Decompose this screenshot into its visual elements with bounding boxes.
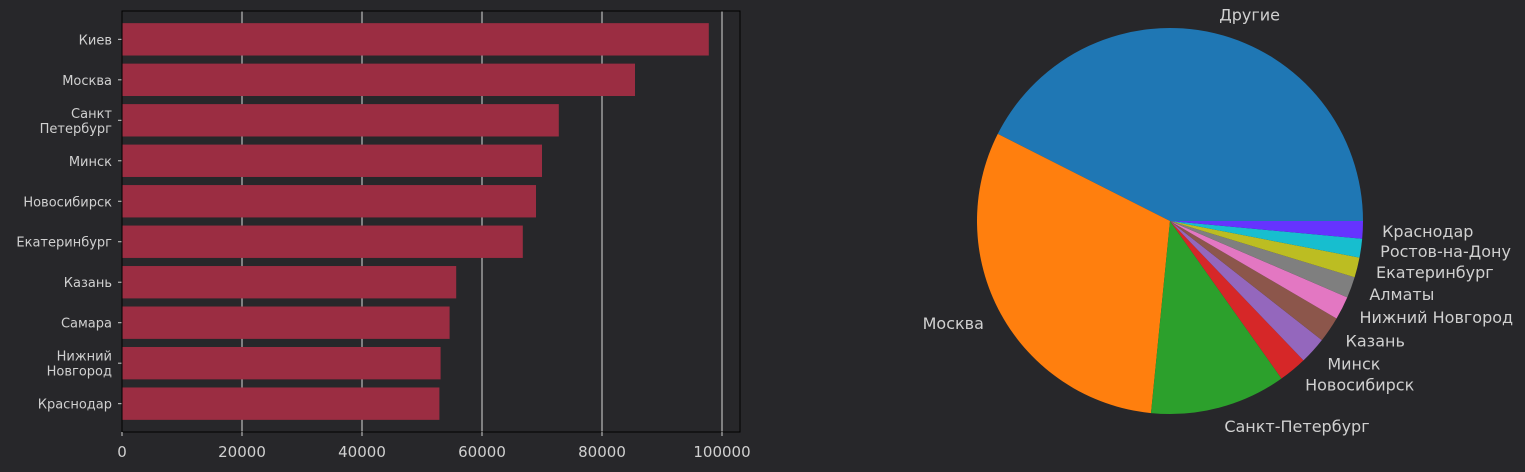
pie-label: Ростов-на-Дону: [1380, 242, 1511, 261]
x-tick-label: 100000: [693, 443, 750, 461]
y-tick-label: Краснодар: [38, 398, 112, 413]
y-tick-label: Казань: [64, 276, 112, 291]
pie-label: Минск: [1327, 355, 1380, 374]
x-tick-label: 40000: [338, 443, 386, 461]
pie-label: Краснодар: [1382, 222, 1473, 241]
bar: [122, 306, 450, 339]
pie-slice: [1170, 221, 1363, 258]
pie-slice: [1170, 221, 1348, 319]
x-tick-label: 80000: [578, 443, 626, 461]
pie-slice: [1170, 221, 1355, 298]
y-tick-label: Нижний Новгород: [47, 350, 112, 380]
y-tick-label: Москва: [62, 74, 112, 89]
pie-label: Москва: [923, 314, 984, 333]
pie-slice: [997, 28, 1363, 222]
pie-label: Другие: [1219, 5, 1280, 24]
x-tick-label: 20000: [218, 443, 266, 461]
pie-label: Екатеринбург: [1376, 263, 1494, 282]
pie-slice: [1170, 221, 1304, 379]
y-tick-label: Минск: [69, 155, 112, 170]
pie-slice: [1170, 221, 1337, 341]
pie-label: Алматы: [1369, 285, 1434, 304]
bar: [122, 387, 440, 420]
pie-chart: Другие Москва Санкт-Петербург Новосибирск Ми…: [923, 5, 1513, 436]
bar: [122, 63, 635, 97]
y-tick-label: Киев: [79, 33, 112, 48]
pie-label: Новосибирск: [1305, 376, 1414, 395]
y-tick-label: Самара: [61, 317, 112, 332]
x-tick-label: 60000: [458, 443, 506, 461]
bar: [122, 225, 523, 258]
plot-frame: [121, 10, 741, 433]
bar-chart: Киев Москва Санкт Петербург Минск Новосибирск…: [16, 10, 751, 461]
x-tick-label: 0: [117, 443, 127, 461]
bar: [122, 104, 559, 137]
pie-slice: [977, 133, 1170, 414]
y-tick-label: Санкт Петербург: [40, 107, 113, 137]
pie-label: Санкт-Петербург: [1224, 417, 1369, 436]
bar: [122, 185, 536, 218]
bar: [122, 346, 441, 380]
pie-label: Казань: [1346, 331, 1405, 350]
bar: [122, 144, 542, 177]
pie-label: Нижний Новгород: [1359, 308, 1513, 327]
pie-slice: [1151, 221, 1282, 414]
pie-slice: [1170, 221, 1360, 278]
y-tick-label: Новосибирск: [23, 195, 112, 210]
bar: [122, 266, 457, 299]
pie-slice: [1170, 221, 1363, 239]
bar: [122, 23, 709, 56]
pie-slice: [1170, 221, 1322, 361]
y-tick-label: Екатеринбург: [16, 236, 112, 251]
